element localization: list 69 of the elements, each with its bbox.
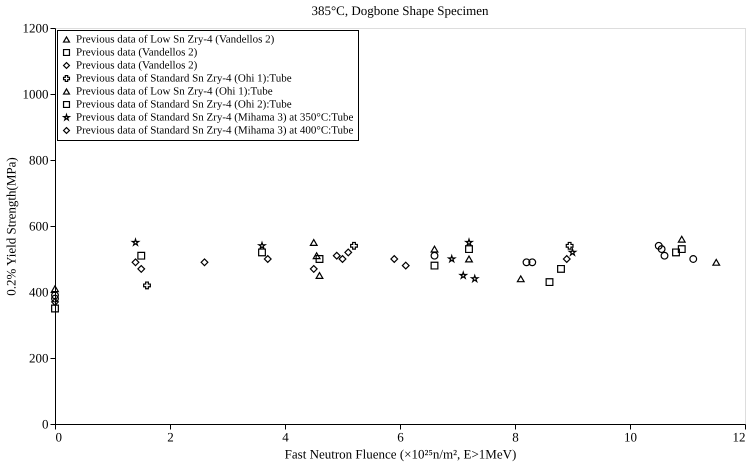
legend-label: Previous data of Standard Sn Zry-4 (Mihama 3) at 350°C:Tube [76,112,354,124]
x-tick-label: 0 [56,430,62,444]
point [470,274,479,282]
y-tick-label: 400 [29,284,48,300]
point [51,294,59,303]
point [465,255,473,263]
point [660,252,668,260]
x-tick-label: 2 [167,430,174,444]
legend-label: Previous data of Standard Sn Zry-4 (Ohi 1):Tube [76,72,292,84]
legend-label: Previous data of Standard Sn Zry-4 (Ohi 2):Tube [76,98,292,110]
point [137,264,146,273]
point [316,255,324,263]
point [310,238,318,246]
point [568,248,576,256]
point [143,281,151,290]
point [546,278,554,286]
y-tick-label: 800 [29,152,48,168]
y-tick-label: 0 [42,416,48,432]
legend-label: Previous data (Vandellos 2) [76,60,198,72]
legend-label: Previous data of Low Sn Zry-4 (Vandellos 2) [76,34,275,46]
point [350,242,358,250]
point [137,252,146,260]
legend-label: Previous data (Vandellos 2) [76,46,198,58]
y-tick-label: 1000 [22,86,48,102]
point [430,252,438,260]
point [344,248,352,256]
point [258,248,266,256]
x-tick-label: 8 [512,430,519,444]
point [465,245,473,254]
point [672,248,680,256]
x-tick-label: 4 [282,430,290,444]
point [390,255,398,263]
point [678,236,686,243]
x-axis-title: Fast Neutron Fluence (×10²⁵n/m², E>1MeV) [284,446,516,462]
point [562,255,571,263]
chart-title: 385°C, Dogbone Shape Specimen [311,3,490,18]
point [258,242,266,250]
point [312,252,321,260]
point [430,262,438,270]
point [338,255,346,263]
point [557,264,565,273]
y-tick-label: 600 [29,218,48,234]
point [264,255,272,263]
point [402,262,410,270]
point [316,272,324,280]
point [310,264,318,273]
point [658,245,666,254]
y-tick-label: 1200 [22,20,48,36]
y-tick-label: 200 [29,350,48,366]
point [654,242,663,250]
legend-label: Previous data of Low Sn Zry-4 (Ohi 1):Tube [76,86,273,98]
point [132,258,140,266]
x-tick-label: 12 [732,430,746,444]
point [51,285,59,292]
point [712,258,720,266]
point [200,258,208,266]
point [522,258,530,266]
point [51,304,59,312]
point [689,255,698,263]
point [516,275,525,282]
point [332,252,341,260]
x-tick-label: 6 [397,430,404,444]
point [678,245,686,254]
x-tick-label: 10 [624,430,637,444]
point [566,242,574,250]
point [528,258,536,266]
point [430,246,438,253]
y-axis-title: 0.2% Yield Strength(MPa) [4,157,18,296]
legend-label: Previous data of Standard Sn Zry-4 (Mihama 3) at 400°C:Tube [76,124,354,136]
